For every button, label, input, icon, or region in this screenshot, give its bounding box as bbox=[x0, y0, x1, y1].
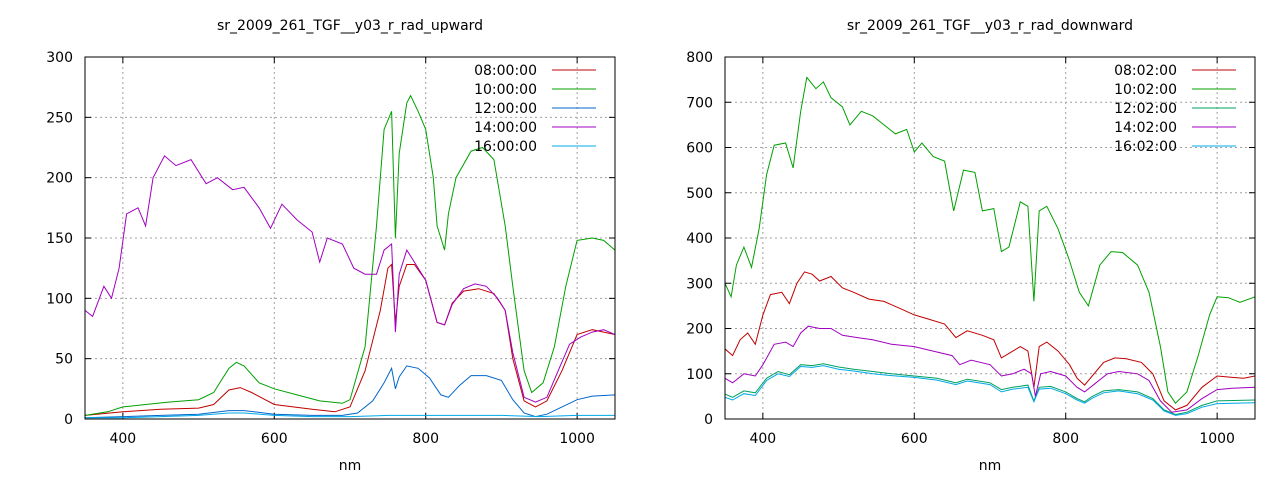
y-tick-label: 50 bbox=[55, 352, 73, 368]
series-line-12-00-00 bbox=[85, 365, 615, 419]
series-line-14-02-00 bbox=[725, 325, 1255, 413]
series-line-16-02-00 bbox=[725, 365, 1255, 416]
y-tick-label: 150 bbox=[46, 231, 73, 247]
y-tick-label: 500 bbox=[686, 186, 713, 202]
downward-radiance-chart: sr_2009_261_TGF__y03_r_rad_downward 400 60… bbox=[686, 18, 1256, 474]
x-tick-label: 1000 bbox=[1199, 431, 1235, 447]
legend-label: 14:00:00 bbox=[474, 120, 537, 136]
x-tick-label: 800 bbox=[412, 431, 439, 447]
legend-label: 10:02:00 bbox=[1114, 82, 1177, 98]
legend-label: 08:00:00 bbox=[474, 63, 537, 79]
legend-label: 10:00:00 bbox=[474, 82, 537, 98]
series-line-14-00-00 bbox=[85, 155, 615, 403]
x-tick-label: 600 bbox=[901, 431, 928, 447]
legend-label: 16:02:00 bbox=[1114, 139, 1177, 155]
plot-frame bbox=[84, 56, 616, 420]
x-tick-label: 400 bbox=[109, 431, 136, 447]
y-tick-label: 400 bbox=[686, 231, 713, 247]
y-tick-label: 300 bbox=[46, 50, 73, 66]
y-tick-label: 100 bbox=[686, 367, 713, 383]
series-line-16-00-00 bbox=[85, 412, 615, 419]
y-tick-label: 0 bbox=[704, 412, 713, 428]
x-tick-label: 600 bbox=[261, 431, 288, 447]
legend-label: 16:00:00 bbox=[474, 139, 537, 155]
y-tick-label: 200 bbox=[686, 322, 713, 338]
y-tick-label: 100 bbox=[46, 291, 73, 307]
plot-frame bbox=[724, 56, 1256, 420]
series-line-10-00-00 bbox=[85, 94, 615, 416]
upward-radiance-chart: sr_2009_261_TGF__y03_r_rad_upward 400 600 8… bbox=[46, 18, 616, 474]
y-tick-label: 800 bbox=[686, 50, 713, 66]
series-line-08-00-00 bbox=[85, 263, 615, 416]
y-tick-label: 600 bbox=[686, 141, 713, 157]
legend-label: 12:02:00 bbox=[1114, 101, 1177, 117]
legend-label: 08:02:00 bbox=[1114, 63, 1177, 79]
y-tick-label: 700 bbox=[686, 95, 713, 111]
series-line-12-02-00 bbox=[725, 363, 1255, 416]
x-tick-label: 400 bbox=[749, 431, 776, 447]
legend-label: 12:00:00 bbox=[474, 101, 537, 117]
x-axis-label: nm bbox=[339, 458, 362, 474]
y-tick-label: 200 bbox=[46, 171, 73, 187]
chart-title: sr_2009_261_TGF__y03_r_rad_downward bbox=[847, 18, 1133, 34]
series-line-10-02-00 bbox=[725, 76, 1255, 404]
x-tick-label: 1000 bbox=[559, 431, 595, 447]
y-tick-label: 0 bbox=[64, 412, 73, 428]
legend-label: 14:02:00 bbox=[1114, 120, 1177, 136]
y-tick-label: 300 bbox=[686, 276, 713, 292]
series-line-08-02-00 bbox=[725, 271, 1255, 411]
chart-title: sr_2009_261_TGF__y03_r_rad_upward bbox=[217, 18, 483, 34]
y-tick-label: 250 bbox=[46, 110, 73, 126]
x-tick-label: 800 bbox=[1052, 431, 1079, 447]
x-axis-label: nm bbox=[979, 458, 1002, 474]
